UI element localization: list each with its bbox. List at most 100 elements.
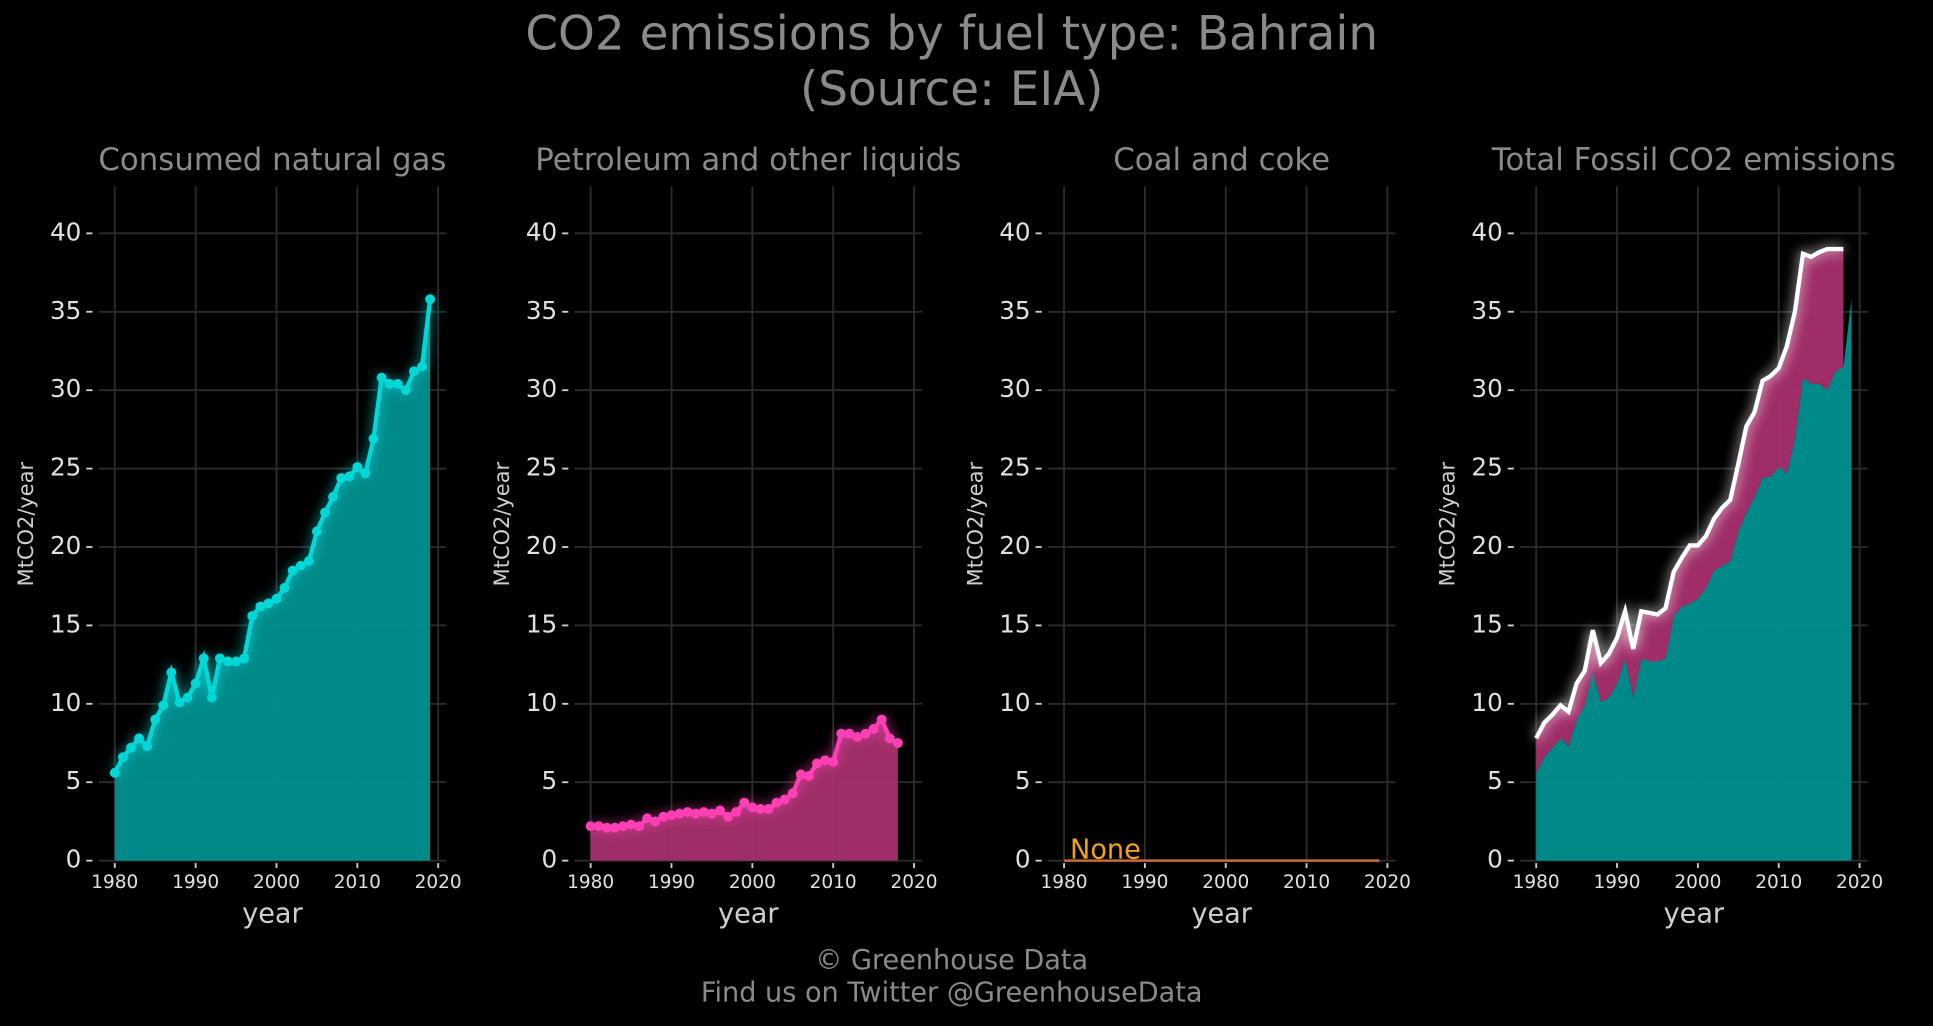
data-point [868, 723, 879, 734]
y-tick-label: 40 [999, 217, 1030, 246]
data-point [117, 752, 128, 763]
y-tick-label: 10 [526, 688, 557, 717]
y-tick-label: 5 [1487, 766, 1503, 795]
y-tick-label: 20 [1471, 531, 1502, 560]
y-tick-label: 35 [50, 296, 81, 325]
data-point [585, 821, 596, 832]
data-point [747, 802, 758, 813]
x-tick-label: 2020 [415, 872, 462, 893]
data-point [255, 601, 266, 612]
data-point [182, 692, 193, 703]
y-axis-label: MtCO2/year [14, 461, 38, 586]
data-point [771, 797, 782, 808]
data-point [779, 794, 790, 805]
data-point [198, 653, 209, 664]
data-point [731, 807, 742, 817]
data-point [134, 733, 144, 744]
data-point [787, 788, 798, 799]
data-point [650, 816, 661, 827]
data-point [126, 742, 136, 753]
x-tick-label: 2000 [1674, 872, 1721, 893]
x-tick-label: 2020 [1836, 872, 1883, 893]
data-point [682, 807, 693, 817]
x-tick-label: 2010 [1755, 872, 1802, 893]
data-point [303, 556, 314, 567]
y-tick-label: 35 [1471, 296, 1502, 325]
y-tick-label: 0 [542, 845, 558, 874]
data-point [231, 656, 241, 667]
x-tick-label: 2020 [891, 872, 938, 893]
y-tick-label: 30 [526, 374, 557, 403]
data-point [392, 378, 403, 389]
data-point [190, 678, 201, 689]
data-point [795, 769, 806, 780]
x-tick-label: 1990 [1594, 872, 1641, 893]
y-tick-label: 15 [1471, 609, 1502, 638]
subplot-title: Total Fossil CO2 emissions [1491, 142, 1896, 178]
data-point [892, 738, 903, 748]
y-tick-label: 30 [50, 374, 81, 403]
data-point [820, 755, 831, 766]
data-point [836, 728, 847, 739]
y-tick-label: 40 [50, 217, 81, 246]
data-point [844, 728, 855, 739]
data-point [384, 378, 395, 389]
data-point [328, 491, 339, 502]
y-tick-label: 35 [526, 296, 557, 325]
data-point [658, 811, 669, 822]
x-tick-label: 1980 [1041, 872, 1088, 893]
data-point [174, 697, 185, 708]
subplot-title: Petroleum and other liquids [535, 142, 961, 178]
data-point [626, 819, 637, 830]
data-point [804, 771, 814, 781]
y-tick-label: 5 [66, 766, 82, 795]
x-tick-label: 2000 [1202, 872, 1249, 893]
data-point [698, 807, 709, 817]
data-point [150, 714, 161, 725]
y-tick-label: 0 [1487, 845, 1503, 874]
y-axis-label: MtCO2/year [963, 461, 987, 586]
data-point [214, 653, 225, 664]
x-tick-label: 1980 [1513, 872, 1560, 893]
subplot-title: Consumed natural gas [98, 142, 446, 178]
data-point [400, 385, 411, 396]
x-tick-label: 1980 [567, 872, 614, 893]
y-tick-label: 0 [66, 845, 82, 874]
x-axis-label: year [718, 898, 779, 929]
data-point [158, 700, 169, 711]
data-point [247, 611, 258, 621]
footer-line: © Greenhouse Data [815, 945, 1088, 976]
y-tick-label: 10 [50, 688, 81, 717]
data-point [425, 294, 436, 305]
x-tick-label: 1990 [1121, 872, 1168, 893]
y-tick-label: 10 [999, 688, 1030, 717]
y-tick-label: 25 [526, 453, 557, 482]
x-tick-label: 1980 [91, 872, 138, 893]
area-fill [114, 299, 431, 861]
data-point [706, 808, 717, 819]
data-point [311, 526, 322, 537]
y-axis-label: MtCO2/year [1436, 461, 1460, 586]
data-point [860, 728, 871, 739]
data-point [142, 741, 153, 752]
annotation: None [1070, 834, 1141, 865]
footer-line: Find us on Twitter @GreenhouseData [701, 977, 1203, 1008]
x-tick-label: 2000 [729, 872, 776, 893]
data-point [601, 822, 612, 833]
y-tick-label: 40 [526, 217, 557, 246]
x-tick-label: 2010 [1283, 872, 1330, 893]
data-point [828, 756, 839, 767]
data-point [763, 803, 774, 814]
data-point [609, 822, 620, 833]
data-point [368, 433, 379, 444]
y-tick-label: 30 [1471, 374, 1502, 403]
y-tick-label: 25 [999, 453, 1030, 482]
x-tick-label: 1990 [648, 872, 695, 893]
data-point [279, 582, 290, 593]
x-tick-label: 2010 [810, 872, 857, 893]
y-tick-label: 15 [526, 609, 557, 638]
data-point [344, 471, 355, 482]
area-fill [590, 719, 898, 861]
